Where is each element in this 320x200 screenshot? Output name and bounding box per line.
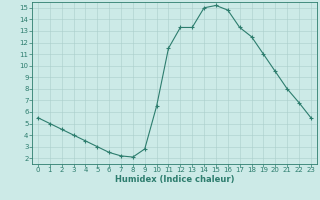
X-axis label: Humidex (Indice chaleur): Humidex (Indice chaleur) xyxy=(115,175,234,184)
